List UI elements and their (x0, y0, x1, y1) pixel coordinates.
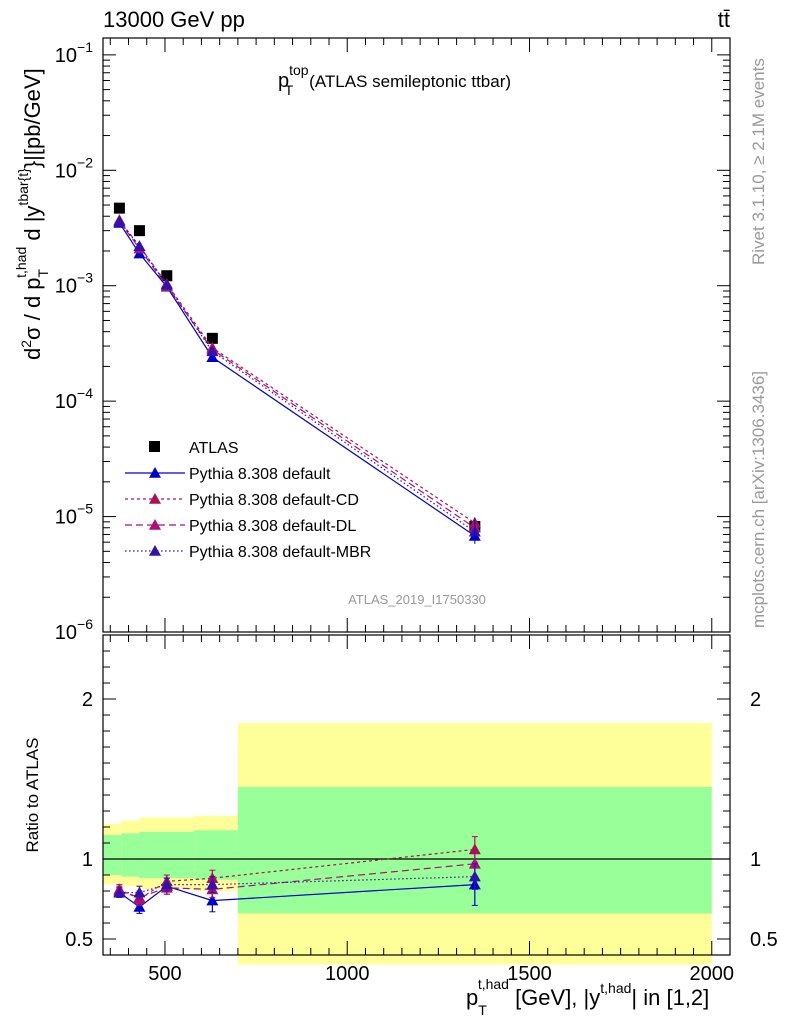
ratio-point-pythia-8-308-default-mbr-3 (206, 878, 219, 890)
ratio-point-pythia-8-308-default-dl-4 (468, 857, 481, 869)
main-plot-frame (102, 37, 731, 633)
legend-label-pythia-8-308-default-dl: Pythia 8.308 default-DL (189, 518, 356, 535)
main-plot-series (113, 202, 481, 544)
point-pythia-8-308-default-mbr-3 (206, 345, 219, 357)
legend-marker-pythia-8-308-default (149, 467, 161, 478)
ratio-y-tick-label: 2 (82, 689, 93, 711)
ratio-point-pythia-8-308-default-1 (133, 901, 146, 912)
mcplots-label: mcplots.cern.ch [arXiv:1306.3436] (749, 371, 768, 628)
ratio-y-tick-label-right: 0.5 (750, 929, 778, 951)
green-band-0 (103, 835, 122, 875)
plot-axes: 10−1 10−2 10−3 10−4 10−5 10−6 500 1000 1500 2000 0… (55, 37, 778, 985)
green-band-1 (121, 833, 140, 877)
legend-marker-pythia-8-308-default-dl (149, 519, 161, 530)
line-pythia-8-308-default-mbr (118, 221, 476, 533)
main-y-tick-label: 10−1 (55, 39, 93, 67)
point-atlas-3 (206, 332, 218, 344)
legend-label-pythia-8-308-default-mbr: Pythia 8.308 default-MBR (189, 544, 371, 561)
ratio-point-pythia-8-308-default-mbr-4 (468, 870, 481, 882)
x-axis-label: pTt,had [GeV], |yt,had| in [1,2] (466, 976, 709, 1018)
legend-label-pythia-8-308-default-cd: Pythia 8.308 default-CD (189, 492, 359, 509)
x-tick-label: 1500 (507, 963, 552, 985)
ratio-y-tick-label-right: 1 (750, 849, 761, 871)
main-y-tick-label: 10−2 (55, 154, 93, 182)
point-atlas-0 (113, 202, 125, 214)
x-tick-label: 2000 (690, 963, 735, 985)
main-y-tick-label: 10−5 (55, 501, 93, 529)
green-band-2 (139, 831, 195, 879)
green-band-3 (194, 830, 238, 880)
main-y-tick-label: 10−6 (55, 616, 93, 644)
legend-marker-pythia-8-308-default-mbr (149, 545, 161, 556)
ratio-y-axis-label: Ratio to ATLAS (23, 738, 42, 853)
plot-title: ptop T (ATLAS semileptonic ttbar) (278, 62, 511, 98)
series-pythia-8-308-default-dl (113, 215, 481, 533)
analysis-watermark: ATLAS_2019_I1750330 (348, 592, 486, 607)
ratio-y-tick-label: 1 (82, 849, 93, 871)
point-atlas-2 (161, 270, 173, 282)
legend-marker-atlas (149, 441, 160, 452)
ratio-plot-series (113, 836, 481, 914)
legend-marker-pythia-8-308-default-cd (149, 493, 161, 504)
x-tick-label: 500 (148, 963, 181, 985)
legend: ATLAS Pythia 8.308 default Pythia 8.308 de… (125, 440, 371, 561)
point-pythia-8-308-default-mbr-1 (133, 240, 146, 251)
ratio-series-pythia-8-308-default-mbr (113, 863, 481, 900)
main-y-tick-label: 10−3 (55, 270, 93, 298)
legend-label-pythia-8-308-default: Pythia 8.308 default (189, 466, 331, 483)
main-y-tick-label: 10−4 (55, 385, 93, 413)
ratio-y-tick-label: 0.5 (65, 929, 93, 951)
ratio-point-pythia-8-308-default-3 (206, 894, 219, 906)
process-label: tt̄ (718, 7, 730, 32)
ratio-point-pythia-8-308-default-mbr-0 (113, 886, 126, 898)
point-pythia-8-308-default-mbr-2 (160, 278, 173, 290)
legend-label-atlas: ATLAS (189, 440, 239, 457)
x-tick-label: 1000 (325, 963, 370, 985)
rivet-version-label: Rivet 3.1.10, ≥ 2.1M events (749, 58, 768, 265)
point-pythia-8-308-default-3 (206, 351, 219, 363)
point-pythia-8-308-default-mbr-0 (113, 215, 126, 227)
ratio-uncertainty-bands (103, 723, 730, 965)
series-pythia-8-308-default-mbr (113, 215, 481, 537)
line-pythia-8-308-default (118, 222, 476, 537)
main-y-axis-label: d2σ / d pTt,had d |ytbar{t}}|[pb/GeV] (13, 68, 51, 360)
point-atlas-1 (133, 225, 145, 237)
ratio-y-tick-label-right: 2 (750, 689, 761, 711)
beam-label: 13000 GeV pp (103, 7, 245, 32)
ratio-point-pythia-8-308-default-mbr-1 (133, 886, 146, 898)
ratio-point-pythia-8-308-default-mbr-2 (160, 878, 173, 890)
